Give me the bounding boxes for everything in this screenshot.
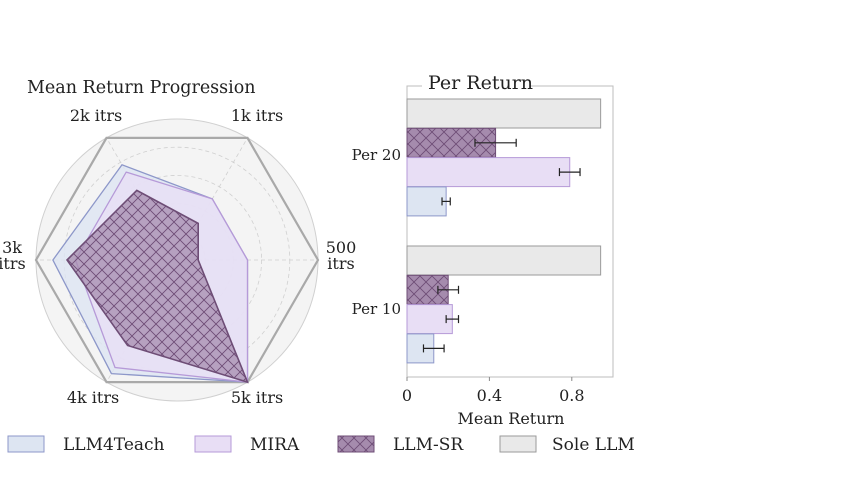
legend: LLM4Teach MIRA LLM-SR Sole LLM: [7, 435, 635, 455]
bar-title-background: [422, 70, 530, 94]
legend-swatch: [499, 435, 537, 453]
radar-title: Mean Return Progression: [27, 78, 256, 98]
legend-swatch-hatch: [338, 436, 374, 452]
bar-mira: [406, 304, 453, 335]
radar-axis-label: 1k itrs: [231, 106, 283, 125]
legend-label: Sole LLM: [552, 435, 635, 455]
radar-axis-label: itrs: [327, 254, 354, 273]
radar-axis-label: 3k: [2, 238, 22, 257]
bar-title: Per Return: [428, 72, 533, 94]
bar-sole-llm: [406, 245, 602, 276]
x-tick-label: 0.4: [477, 386, 502, 405]
category-label: Per 10: [352, 300, 401, 318]
radar-axis-label: itrs: [0, 254, 26, 273]
legend-label: LLM-SR: [393, 435, 464, 455]
radar-axis-label: 5k itrs: [231, 388, 283, 407]
x-axis-label: Mean Return: [458, 409, 565, 428]
category-label: Per 20: [352, 146, 401, 164]
radar-series-llm-sr-hatch: [67, 190, 248, 383]
legend-label: LLM4Teach: [63, 435, 165, 455]
x-tick-label: 0: [402, 386, 412, 405]
radar-axis-label: 500: [326, 238, 357, 257]
radar-axis-label: 4k itrs: [67, 388, 119, 407]
legend-swatch: [7, 435, 45, 453]
bar-llm4teach: [406, 186, 447, 217]
bar-chart: Per 20 Per 10 0 0.4 0.8 Mean Return Per Return: [352, 70, 614, 428]
x-tick-label: 0.8: [559, 386, 584, 405]
radar-axis-label: 2k itrs: [70, 106, 122, 125]
bar-mira: [406, 157, 571, 188]
bar-sole-llm: [406, 98, 602, 129]
legend-label: MIRA: [250, 435, 300, 455]
legend-swatch: [194, 435, 232, 453]
